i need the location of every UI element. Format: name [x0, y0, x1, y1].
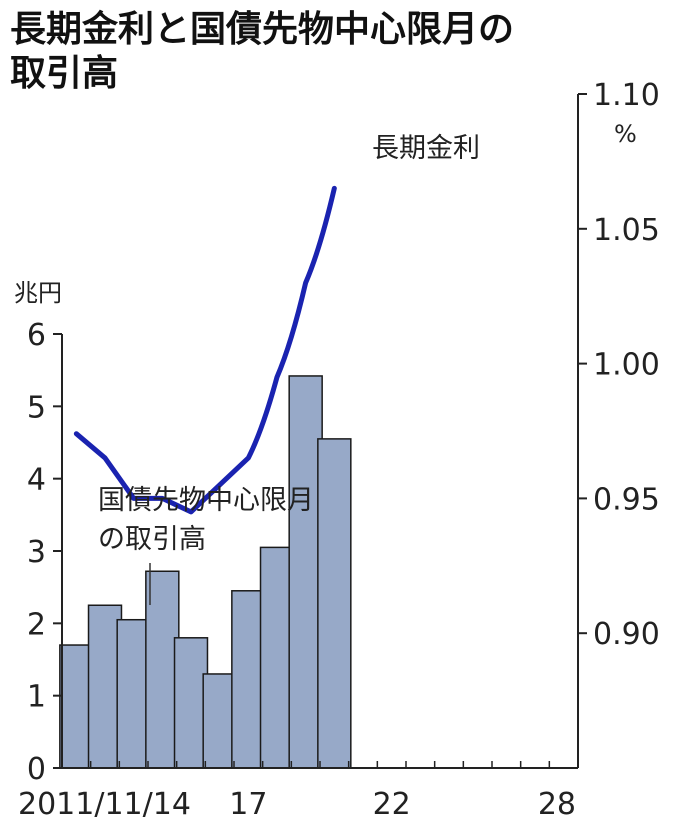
chart-title: 長期金利と国債先物中心限月の 取引高 [10, 8, 610, 96]
line-series-label: 長期金利 [372, 133, 480, 164]
bar-2012 [87, 604, 123, 769]
bar-2018 [259, 546, 295, 769]
line-series-path [73, 185, 337, 515]
right-tick-label: 0.90 [593, 617, 660, 652]
left-tick-label: 4 [27, 463, 46, 498]
left-tick-label: 2 [27, 607, 46, 642]
line-series [73, 185, 337, 515]
right-tick-label: 0.95 [593, 482, 660, 517]
bar-2020 [317, 438, 352, 769]
right-tick-label: 1.05 [593, 213, 660, 248]
x-tick-label: 28 [538, 787, 576, 822]
bar-series-label-line1: 国債先物中心限月 [98, 485, 314, 516]
x-tick-label: 2011/11/14 [18, 787, 191, 822]
right-axis-unit: % [614, 120, 637, 148]
chart-title-line2: 取引高 [10, 53, 119, 94]
x-tick-label: 17 [229, 787, 267, 822]
right-tick-label: 1.10 [593, 78, 660, 113]
chart-title-line1: 長期金利と国債先物中心限月の [10, 9, 515, 50]
bar-series [59, 375, 352, 769]
right-tick-label: 1.00 [593, 348, 660, 383]
left-tick-label: 3 [27, 535, 46, 570]
tick-labels: 0 1 2 3 4 5 6 0.90 0.95 1.00 1.05 1.10 2011/11/14 17 2… [18, 78, 660, 822]
bar-2011 [59, 644, 94, 769]
axes [53, 93, 587, 769]
bar-series-label-line2: の取引高 [98, 524, 206, 555]
left-tick-label: 0 [27, 752, 46, 787]
x-tick-label: 22 [373, 787, 411, 822]
bar-2016 [202, 673, 237, 769]
left-tick-label: 5 [27, 390, 46, 425]
left-tick-label: 6 [27, 318, 46, 353]
left-axis-unit: 兆円 [14, 279, 62, 307]
annotations: 兆円 % 長期金利 国債先物中心限月 の取引高 [14, 120, 637, 605]
left-tick-label: 1 [27, 680, 46, 715]
